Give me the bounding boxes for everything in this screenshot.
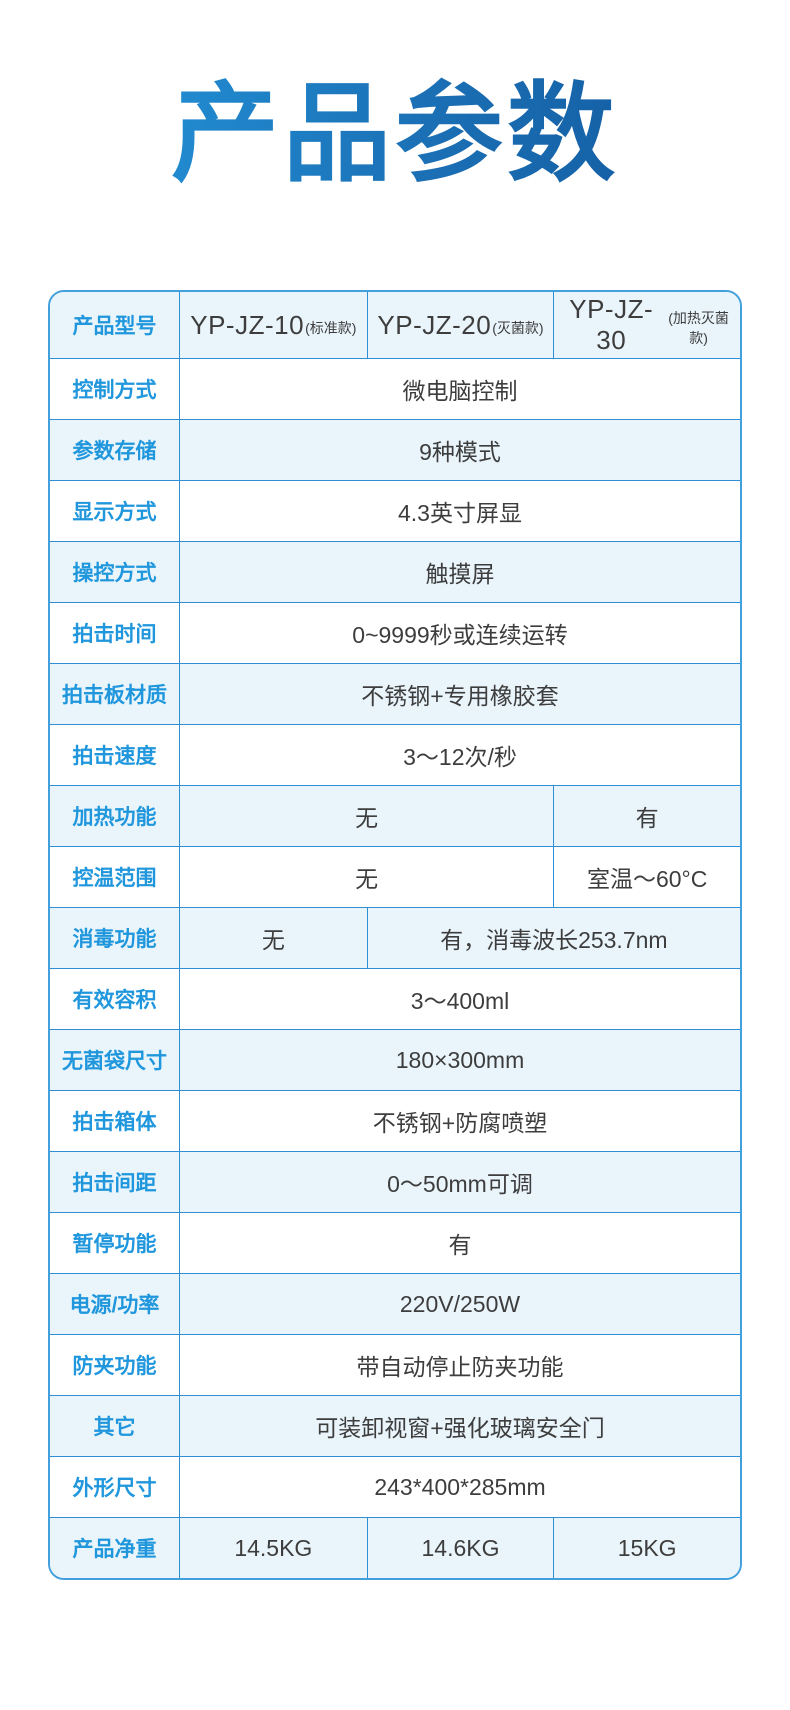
- table-row-control-mode: 控制方式 微电脑控制: [50, 358, 740, 420]
- table-row-disinfection-function: 消毒功能 无 有，消毒波长253.7nm: [50, 907, 740, 969]
- row-value: 可装卸视窗+强化玻璃安全门: [315, 1415, 605, 1442]
- table-row-chamber-material: 拍击箱体 不锈钢+防腐喷塑: [50, 1090, 740, 1152]
- table-row-paddle-time: 拍击时间 0~9999秒或连续运转: [50, 602, 740, 664]
- table-row-net-weight: 产品净重 14.5KG 14.6KG 15KG: [50, 1517, 740, 1579]
- table-row-other: 其它 可装卸视窗+强化玻璃安全门: [50, 1395, 740, 1457]
- table-row-product-model: 产品型号 YP-JZ-10 (标准款) YP-JZ-20 (灭菌款) YP-JZ-3…: [50, 292, 740, 359]
- model-code: YP-JZ-10: [190, 309, 305, 340]
- model-cell: YP-JZ-20 (灭菌款): [366, 292, 554, 359]
- row-value-left: 无: [261, 927, 285, 954]
- table-row-sterile-bag-size: 无菌袋尺寸 180×300mm: [50, 1029, 740, 1091]
- table-row-temperature-range: 控温范围 无 室温～60°C: [50, 846, 740, 908]
- row-value: 带自动停止防夹功能: [356, 1354, 564, 1381]
- row-value: 4.3英寸屏显: [398, 500, 522, 527]
- table-row-pause-function: 暂停功能 有: [50, 1212, 740, 1274]
- row-label: 防夹功能: [50, 1335, 180, 1396]
- row-value: 有: [448, 1232, 472, 1259]
- row-label: 拍击间距: [50, 1152, 180, 1213]
- weight-cell: 14.5KG: [234, 1534, 313, 1561]
- row-label: 显示方式: [50, 481, 180, 542]
- row-value: 触摸屏: [425, 561, 495, 588]
- row-label: 电源/功率: [50, 1274, 180, 1335]
- row-value-right: 有: [553, 786, 740, 847]
- model-cell: YP-JZ-10 (标准款): [180, 292, 367, 358]
- table-row-dimensions: 外形尺寸 243*400*285mm: [50, 1456, 740, 1518]
- row-value: 243*400*285mm: [374, 1473, 546, 1500]
- row-label: 参数存储: [50, 420, 180, 481]
- row-label: 暂停功能: [50, 1213, 180, 1274]
- table-row-power: 电源/功率 220V/250W: [50, 1273, 740, 1335]
- row-label: 控制方式: [50, 359, 180, 420]
- row-label: 控温范围: [50, 847, 180, 908]
- row-label: 其它: [50, 1396, 180, 1457]
- table-row-parameter-storage: 参数存储 9种模式: [50, 419, 740, 481]
- row-value: 不锈钢+防腐喷塑: [372, 1110, 548, 1137]
- model-cell: YP-JZ-30 (加热灭菌款): [553, 292, 740, 359]
- weight-cell: 15KG: [553, 1518, 740, 1579]
- table-row-paddle-material: 拍击板材质 不锈钢+专用橡胶套: [50, 663, 740, 725]
- row-label: 有效容积: [50, 969, 180, 1030]
- table-row-operation-mode: 操控方式 触摸屏: [50, 541, 740, 603]
- row-label: 外形尺寸: [50, 1457, 180, 1518]
- row-value: 微电脑控制: [402, 378, 518, 405]
- row-value: 3～12次/秒: [403, 744, 517, 771]
- model-code: YP-JZ-20: [377, 309, 492, 340]
- row-label: 拍击速度: [50, 725, 180, 786]
- table-row-heating-function: 加热功能 无 有: [50, 785, 740, 847]
- row-label: 无菌袋尺寸: [50, 1030, 180, 1091]
- row-label: 拍击板材质: [50, 664, 180, 725]
- page-title: 产品参数: [0, 0, 790, 202]
- row-label: 操控方式: [50, 542, 180, 603]
- table-row-effective-volume: 有效容积 3～400ml: [50, 968, 740, 1030]
- table-row-display-mode: 显示方式 4.3英寸屏显: [50, 480, 740, 542]
- model-code: YP-JZ-30: [569, 294, 654, 356]
- row-value: 9种模式: [419, 439, 501, 466]
- model-variant: (灭菌款): [492, 319, 544, 336]
- table-row-anti-pinch: 防夹功能 带自动停止防夹功能: [50, 1334, 740, 1396]
- spec-table: 产品型号 YP-JZ-10 (标准款) YP-JZ-20 (灭菌款) YP-JZ-3…: [48, 290, 742, 1581]
- row-value-left: 无: [355, 866, 379, 893]
- row-value: 不锈钢+专用橡胶套: [361, 683, 559, 710]
- row-value-left: 无: [355, 805, 379, 832]
- row-label: 加热功能: [50, 786, 180, 847]
- row-label: 产品净重: [50, 1518, 180, 1579]
- row-label: 拍击箱体: [50, 1091, 180, 1152]
- weight-cell: 14.6KG: [366, 1518, 554, 1579]
- table-row-paddle-speed: 拍击速度 3～12次/秒: [50, 724, 740, 786]
- row-value: 220V/250W: [399, 1290, 521, 1317]
- row-label: 产品型号: [50, 292, 180, 359]
- table-row-paddle-gap: 拍击间距 0～50mm可调: [50, 1151, 740, 1213]
- row-label: 消毒功能: [50, 908, 180, 969]
- row-label: 拍击时间: [50, 603, 180, 664]
- row-value-right: 室温～60°C: [553, 847, 740, 908]
- row-value: 0~9999秒或连续运转: [352, 622, 568, 649]
- row-value: 0～50mm可调: [387, 1171, 533, 1198]
- model-variant: (标准款): [305, 319, 357, 336]
- model-variant: (加热灭菌款): [668, 309, 729, 346]
- row-value: 180×300mm: [395, 1046, 525, 1073]
- row-value-right: 有，消毒波长253.7nm: [366, 908, 740, 969]
- row-value: 3～400ml: [410, 988, 510, 1015]
